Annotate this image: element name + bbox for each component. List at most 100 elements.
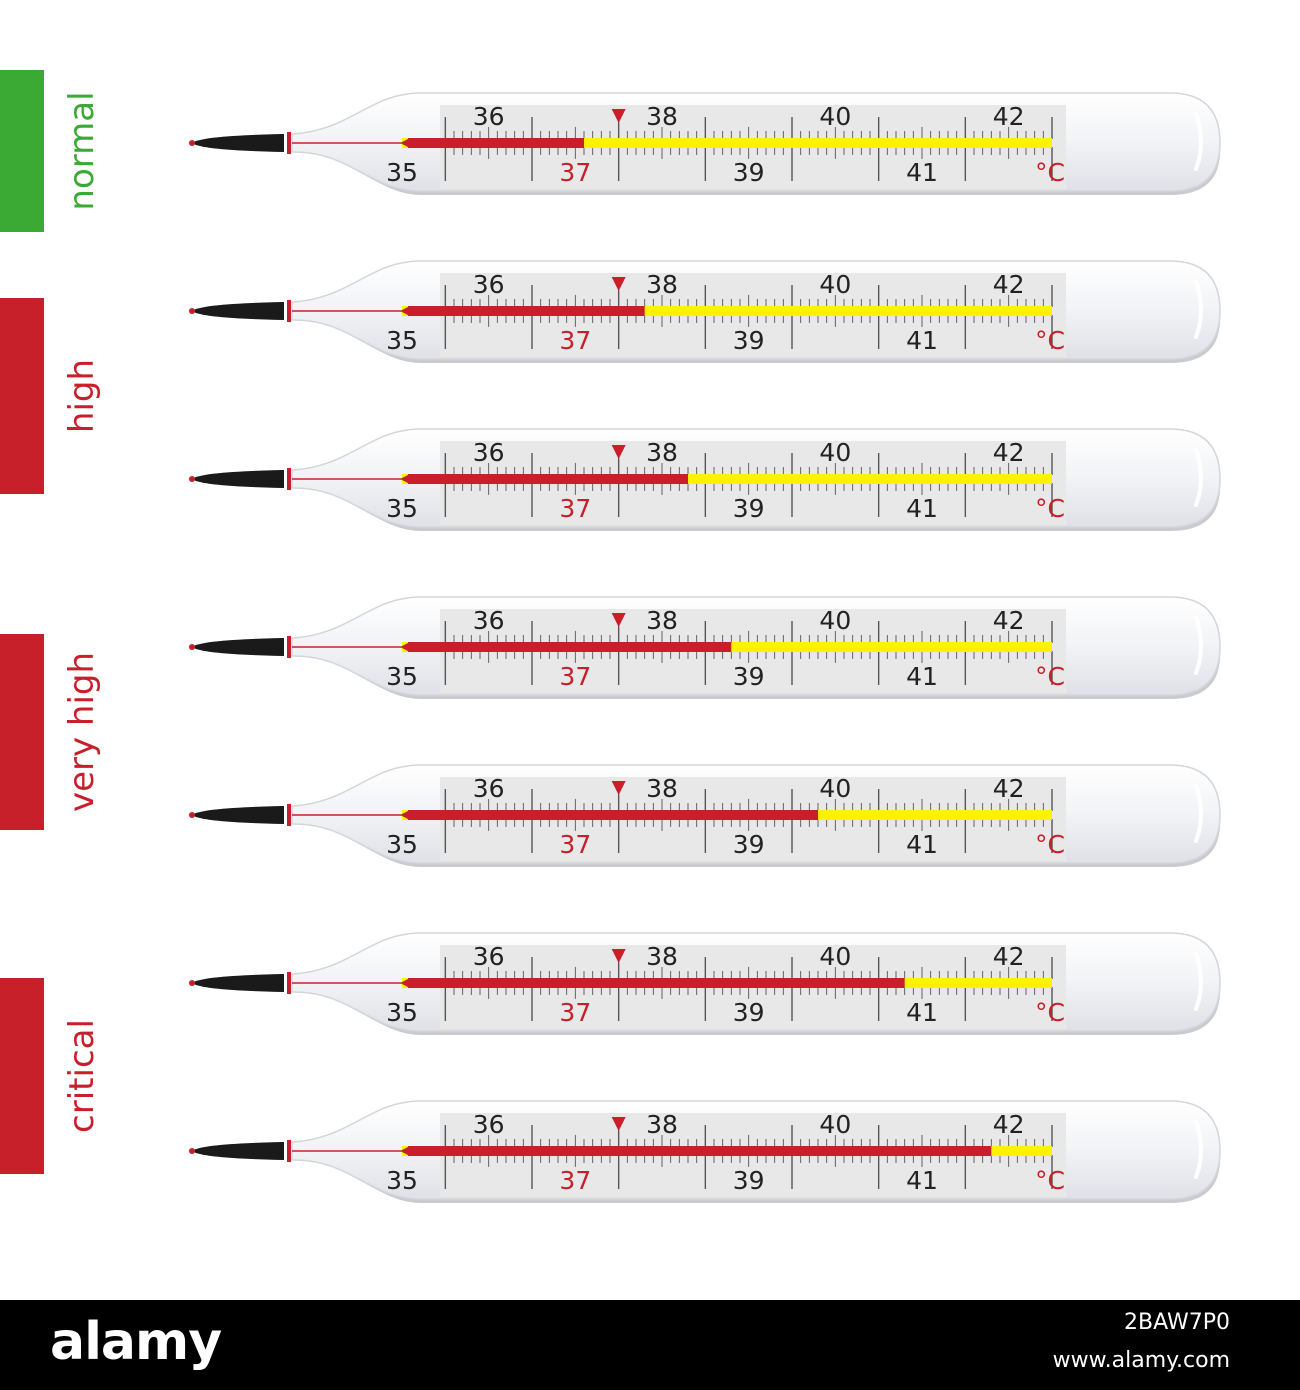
scale-label: 37 xyxy=(559,1166,591,1195)
illustration: normal high very high critical 36 38 40 42 35 37… xyxy=(0,70,1221,1203)
mercury-column xyxy=(408,810,818,820)
unit-label: °C xyxy=(1035,326,1065,355)
thermometer: 36 38 40 42 35 37 39 41 °C xyxy=(189,92,1221,195)
thermometer-group: 36 38 40 42 35 37 39 41 °C 36 38 40 42 35 37 39 41 °C 36 38… xyxy=(189,92,1221,1203)
normal-marker-icon xyxy=(611,1117,626,1131)
bulb xyxy=(192,974,284,992)
scale-label: 37 xyxy=(559,494,591,523)
mercury-taper xyxy=(402,642,410,652)
normal-marker-icon xyxy=(611,613,626,627)
bulb-tip xyxy=(189,476,195,482)
normal-marker-icon xyxy=(611,277,626,291)
scale-label: 38 xyxy=(646,942,678,971)
mercury-taper xyxy=(402,306,410,316)
scale-label: 41 xyxy=(906,830,938,859)
bulb xyxy=(192,638,284,656)
alamy-logo: alamy xyxy=(50,1312,222,1372)
bulb-tip xyxy=(189,140,195,146)
scale-label: 41 xyxy=(906,494,938,523)
scale-label: 42 xyxy=(993,606,1025,635)
column-empty xyxy=(402,474,1052,484)
mercury-column xyxy=(408,978,905,988)
column-empty xyxy=(402,138,1052,148)
thermometer: 36 38 40 42 35 37 39 41 °C xyxy=(189,1100,1221,1203)
scale-label: 35 xyxy=(386,326,418,355)
normal-marker-icon xyxy=(611,445,626,459)
mercury-taper xyxy=(402,474,410,484)
scale-label: 36 xyxy=(473,102,505,131)
mercury-taper xyxy=(402,1146,410,1156)
scale-label: 40 xyxy=(819,438,851,467)
scale-ticks xyxy=(444,285,1053,349)
thermometer: 36 38 40 42 35 37 39 41 °C xyxy=(189,932,1221,1035)
bulb-tip xyxy=(189,1148,195,1154)
scale-label: 36 xyxy=(473,774,505,803)
scale-label: 36 xyxy=(473,438,505,467)
thermometer: 36 38 40 42 35 37 39 41 °C xyxy=(189,428,1221,531)
bulb xyxy=(192,1142,284,1160)
image-id: 2BAW7P0 xyxy=(1124,1310,1230,1335)
scale-label: 41 xyxy=(906,158,938,187)
capillary-collar xyxy=(287,132,291,154)
bulb xyxy=(192,470,284,488)
scale-ticks xyxy=(444,1125,1053,1189)
category-band-high xyxy=(0,298,44,494)
scale-label: 36 xyxy=(473,942,505,971)
bulb-tip xyxy=(189,980,195,986)
scale-label: 40 xyxy=(819,1110,851,1139)
unit-label: °C xyxy=(1035,1166,1065,1195)
capillary-collar xyxy=(287,636,291,658)
scale-label: 40 xyxy=(819,270,851,299)
capillary-collar xyxy=(287,300,291,322)
thermometer: 36 38 40 42 35 37 39 41 °C xyxy=(189,260,1221,363)
category-label: normal xyxy=(62,91,102,211)
unit-label: °C xyxy=(1035,998,1065,1027)
scale-label: 35 xyxy=(386,998,418,1027)
scale-label: 41 xyxy=(906,998,938,1027)
scale-label: 42 xyxy=(993,774,1025,803)
scale-label: 37 xyxy=(559,326,591,355)
capillary-collar xyxy=(287,972,291,994)
category-label: high xyxy=(62,358,102,434)
scale-label: 41 xyxy=(906,326,938,355)
scale-label: 38 xyxy=(646,774,678,803)
scale-label: 36 xyxy=(473,1110,505,1139)
unit-label: °C xyxy=(1035,830,1065,859)
glass-highlight xyxy=(1194,111,1203,171)
bulb xyxy=(192,806,284,824)
glass-highlight xyxy=(1194,615,1203,675)
mercury-taper xyxy=(402,978,410,988)
thermometer: 36 38 40 42 35 37 39 41 °C xyxy=(189,596,1221,699)
scale-label: 39 xyxy=(733,830,765,859)
scale-label: 39 xyxy=(733,662,765,691)
scale-label: 35 xyxy=(386,158,418,187)
column-empty xyxy=(402,306,1052,316)
watermark-footer: alamy 2BAW7P0 www.alamy.com xyxy=(0,1300,1300,1390)
scale-label: 40 xyxy=(819,102,851,131)
scale-label: 36 xyxy=(473,270,505,299)
normal-marker-icon xyxy=(611,949,626,963)
capillary-collar xyxy=(287,468,291,490)
scale-label: 39 xyxy=(733,998,765,1027)
scale-label: 35 xyxy=(386,830,418,859)
scale-ticks xyxy=(444,453,1053,517)
normal-marker-icon xyxy=(611,109,626,123)
glass-highlight xyxy=(1194,1119,1203,1179)
scale-label: 38 xyxy=(646,270,678,299)
scale-label: 41 xyxy=(906,1166,938,1195)
scale-label: 38 xyxy=(646,102,678,131)
scale-label: 41 xyxy=(906,662,938,691)
scale-label: 38 xyxy=(646,606,678,635)
scale-ticks xyxy=(444,789,1053,853)
scale-label: 37 xyxy=(559,662,591,691)
unit-label: °C xyxy=(1035,158,1065,187)
mercury-column xyxy=(408,1146,992,1156)
mercury-column xyxy=(408,474,688,484)
bulb xyxy=(192,302,284,320)
glass-highlight xyxy=(1194,783,1203,843)
scale-label: 37 xyxy=(559,998,591,1027)
glass-highlight xyxy=(1194,951,1203,1011)
unit-label: °C xyxy=(1035,662,1065,691)
scale-ticks xyxy=(444,621,1053,685)
scale-label: 42 xyxy=(993,1110,1025,1139)
